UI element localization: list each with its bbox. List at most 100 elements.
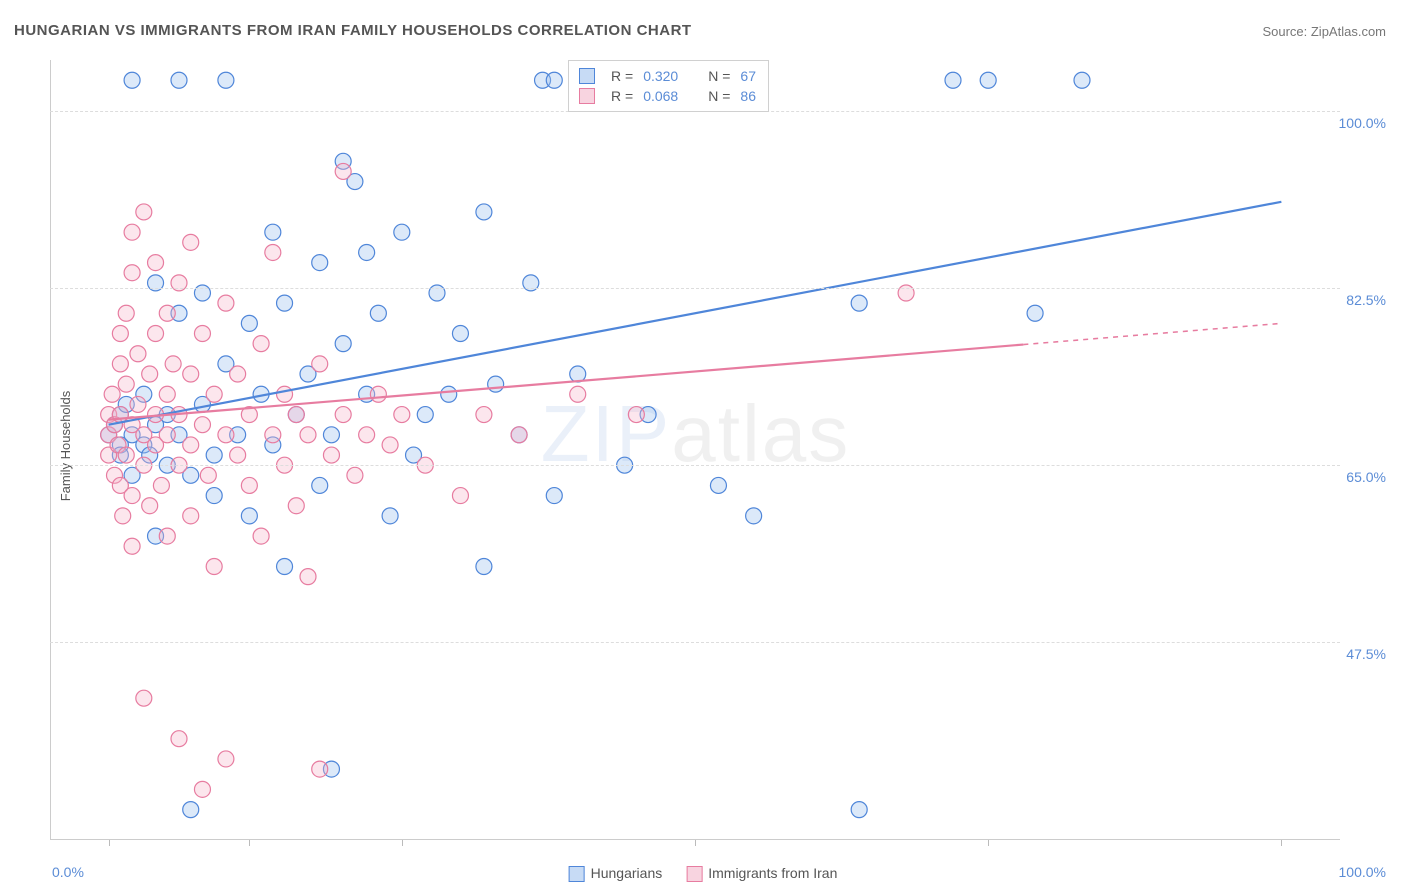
scatter-point-immigrants_iran (323, 447, 339, 463)
scatter-point-immigrants_iran (153, 477, 169, 493)
scatter-point-immigrants_iran (288, 498, 304, 514)
stats-row-iran: R = 0.068 N = 86 (579, 86, 756, 106)
x-tick (988, 840, 989, 846)
x-tick (249, 840, 250, 846)
trend-line-dashed-immigrants_iran (1023, 323, 1281, 344)
scatter-point-immigrants_iran (171, 731, 187, 747)
stats-r-label: R = (611, 88, 633, 104)
scatter-point-immigrants_iran (115, 508, 131, 524)
scatter-point-hungarians (980, 72, 996, 88)
gridline-h (50, 642, 1340, 643)
scatter-point-immigrants_iran (112, 356, 128, 372)
scatter-point-immigrants_iran (136, 690, 152, 706)
source-attribution: Source: ZipAtlas.com (1262, 24, 1386, 39)
scatter-point-immigrants_iran (118, 376, 134, 392)
trend-line-hungarians (109, 202, 1282, 425)
scatter-point-immigrants_iran (218, 427, 234, 443)
scatter-point-immigrants_iran (335, 163, 351, 179)
scatter-point-hungarians (546, 488, 562, 504)
scatter-point-hungarians (312, 477, 328, 493)
scatter-point-immigrants_iran (159, 305, 175, 321)
scatter-point-hungarians (370, 305, 386, 321)
y-grid-label: 82.5% (1346, 292, 1386, 308)
x-axis-label-right: 100.0% (1339, 864, 1386, 880)
scatter-point-immigrants_iran (230, 447, 246, 463)
scatter-point-immigrants_iran (124, 265, 140, 281)
x-tick (402, 840, 403, 846)
scatter-point-immigrants_iran (183, 508, 199, 524)
scatter-point-immigrants_iran (570, 386, 586, 402)
scatter-point-immigrants_iran (253, 336, 269, 352)
scatter-point-immigrants_iran (312, 356, 328, 372)
scatter-point-immigrants_iran (476, 407, 492, 423)
stats-r-value: 0.068 (643, 88, 678, 104)
scatter-point-hungarians (476, 204, 492, 220)
scatter-point-immigrants_iran (194, 326, 210, 342)
scatter-point-immigrants_iran (394, 407, 410, 423)
scatter-point-hungarians (335, 336, 351, 352)
scatter-point-immigrants_iran (104, 386, 120, 402)
scatter-point-hungarians (382, 508, 398, 524)
scatter-point-immigrants_iran (159, 427, 175, 443)
scatter-point-immigrants_iran (335, 407, 351, 423)
scatter-point-hungarians (241, 315, 257, 331)
scatter-point-immigrants_iran (194, 417, 210, 433)
scatter-point-immigrants_iran (130, 396, 146, 412)
chart-svg (50, 60, 1340, 840)
scatter-point-immigrants_iran (359, 427, 375, 443)
scatter-point-hungarians (124, 72, 140, 88)
scatter-point-hungarians (546, 72, 562, 88)
stats-swatch-iran (579, 88, 595, 104)
scatter-point-immigrants_iran (200, 467, 216, 483)
y-grid-label: 47.5% (1346, 646, 1386, 662)
chart-title: HUNGARIAN VS IMMIGRANTS FROM IRAN FAMILY… (14, 22, 692, 39)
scatter-point-hungarians (746, 508, 762, 524)
scatter-point-hungarians (452, 326, 468, 342)
scatter-point-immigrants_iran (124, 224, 140, 240)
scatter-point-immigrants_iran (253, 528, 269, 544)
scatter-point-immigrants_iran (300, 569, 316, 585)
scatter-point-hungarians (945, 72, 961, 88)
legend-item-hungarians: Hungarians (569, 865, 663, 882)
scatter-point-hungarians (488, 376, 504, 392)
scatter-point-hungarians (277, 295, 293, 311)
scatter-point-hungarians (394, 224, 410, 240)
scatter-point-immigrants_iran (148, 326, 164, 342)
scatter-point-immigrants_iran (124, 538, 140, 554)
scatter-point-immigrants_iran (265, 244, 281, 260)
scatter-point-hungarians (323, 427, 339, 443)
x-tick (109, 840, 110, 846)
bottom-legend: Hungarians Immigrants from Iran (569, 865, 838, 882)
scatter-point-hungarians (417, 407, 433, 423)
scatter-point-immigrants_iran (183, 366, 199, 382)
scatter-point-hungarians (171, 72, 187, 88)
scatter-point-immigrants_iran (159, 386, 175, 402)
legend-swatch-hungarians (569, 866, 585, 882)
legend-label-iran: Immigrants from Iran (708, 865, 837, 881)
stats-n-label: N = (708, 68, 730, 84)
stats-n-value: 67 (740, 68, 756, 84)
scatter-point-immigrants_iran (277, 386, 293, 402)
scatter-point-immigrants_iran (241, 477, 257, 493)
scatter-point-immigrants_iran (206, 558, 222, 574)
scatter-point-immigrants_iran (511, 427, 527, 443)
scatter-point-immigrants_iran (628, 407, 644, 423)
scatter-point-immigrants_iran (136, 204, 152, 220)
scatter-point-immigrants_iran (382, 437, 398, 453)
stats-r-label: R = (611, 68, 633, 84)
x-tick (695, 840, 696, 846)
scatter-point-immigrants_iran (312, 761, 328, 777)
scatter-point-immigrants_iran (159, 528, 175, 544)
scatter-point-immigrants_iran (165, 356, 181, 372)
gridline-h (50, 465, 1340, 466)
scatter-point-hungarians (851, 295, 867, 311)
scatter-point-immigrants_iran (265, 427, 281, 443)
scatter-point-immigrants_iran (112, 326, 128, 342)
scatter-point-immigrants_iran (183, 234, 199, 250)
stats-row-hungarians: R = 0.320 N = 67 (579, 66, 756, 86)
scatter-point-immigrants_iran (452, 488, 468, 504)
legend-label-hungarians: Hungarians (591, 865, 663, 881)
trend-line-immigrants_iran (109, 345, 1024, 420)
scatter-point-immigrants_iran (194, 781, 210, 797)
scatter-point-hungarians (1074, 72, 1090, 88)
